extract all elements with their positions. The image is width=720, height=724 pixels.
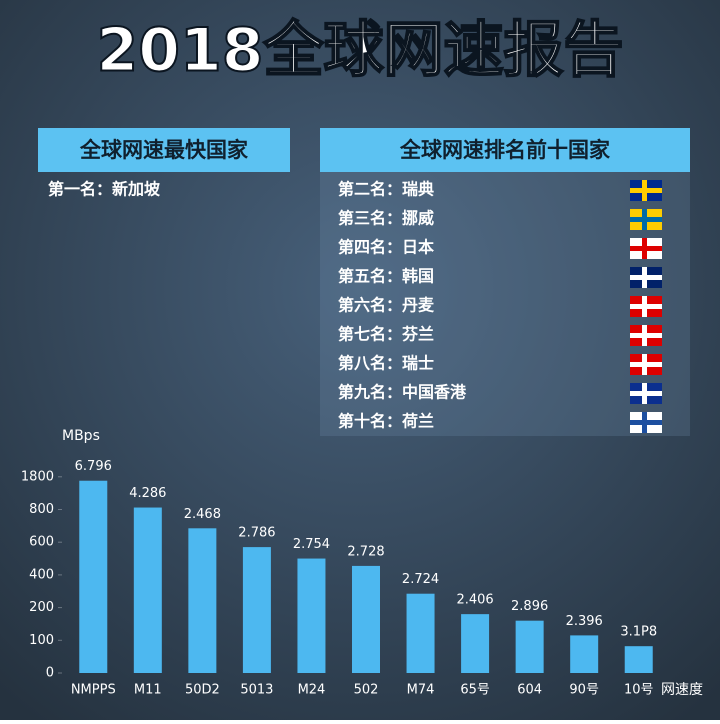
bar: [461, 614, 490, 673]
ranking-row: 第十名：荷兰: [338, 412, 434, 431]
y-tick-label: 0: [46, 666, 54, 681]
flag-band: [642, 325, 647, 346]
flag-band: [642, 412, 647, 433]
y-tick-label: 200: [29, 600, 54, 615]
bar-text: 6.796: [75, 459, 112, 474]
bar-text: 3.1P8: [620, 625, 657, 640]
flag-band: [642, 180, 647, 201]
ranking-row: 第九名：中国香港: [338, 383, 467, 402]
flag-band: [642, 238, 647, 259]
bar-text: 2.396: [566, 614, 603, 629]
ranking-row: 第八名：瑞士: [338, 354, 434, 373]
bar: [297, 558, 326, 673]
x-tick-label: 604: [517, 683, 542, 698]
flag-band: [642, 267, 647, 288]
flag-band: [642, 354, 647, 375]
panel: [320, 128, 690, 436]
ranking-row: 第七名：芬兰: [338, 325, 434, 344]
title: 2018全球网速报告: [97, 16, 624, 86]
x-tick-label: M24: [298, 683, 326, 698]
bar-text: 2.728: [347, 544, 384, 559]
fastest-entry: 第一名：新加坡: [48, 180, 161, 199]
x-tick-label: 10号: [624, 683, 654, 698]
ranking-row: 第二名：瑞典: [338, 180, 434, 199]
bar: [133, 507, 162, 673]
bar-text: 2.724: [402, 572, 439, 587]
y-tick-label: 800: [29, 502, 54, 517]
bar: [406, 593, 435, 673]
bar: [515, 620, 544, 673]
panel-heading: 全球网速最快国家: [79, 138, 249, 162]
y-tick-label: 400: [29, 567, 54, 582]
panel-header: [320, 128, 690, 172]
ranking-row: 第五名：韩国: [338, 267, 434, 286]
bar: [624, 646, 653, 673]
bar-text: 2.406: [456, 593, 493, 608]
bar-text: 2.468: [184, 507, 221, 522]
y-axis-label: MBps: [62, 428, 100, 444]
bar: [570, 635, 599, 673]
bar-text: 2.896: [511, 599, 548, 614]
bar-text: 2.754: [293, 537, 330, 552]
x-tick-label: 90号: [569, 683, 599, 698]
x-tick-label: M74: [407, 683, 435, 698]
bar-text: 4.286: [129, 486, 166, 501]
bar: [242, 547, 271, 673]
y-tick-label: 600: [29, 535, 54, 550]
ranking-row: 第四名：日本: [338, 238, 434, 257]
panel-heading: 全球网速排名前十国家: [399, 138, 611, 162]
x-tick-label: M11: [134, 683, 162, 698]
x-axis-label: 网速度: [661, 682, 703, 698]
x-tick-label: 502: [354, 683, 379, 698]
x-tick-label: NMPPS: [71, 683, 116, 698]
flag-band: [642, 296, 647, 317]
bar-text: 2.786: [238, 526, 275, 541]
x-tick-label: 50D2: [185, 683, 220, 698]
bar: [188, 528, 217, 673]
bar: [79, 480, 108, 673]
y-tick-label: 100: [29, 633, 54, 648]
panel-header: [38, 128, 290, 172]
ranking-row: 第六名：丹麦: [338, 296, 435, 315]
y-tick-label: 1800: [21, 469, 54, 484]
flag-band: [642, 383, 647, 404]
x-tick-label: 5013: [240, 683, 273, 698]
flag-band: [642, 209, 647, 230]
ranking-row: 第三名：挪威: [338, 209, 434, 228]
bar: [352, 565, 380, 673]
x-tick-label: 65号: [460, 683, 490, 698]
